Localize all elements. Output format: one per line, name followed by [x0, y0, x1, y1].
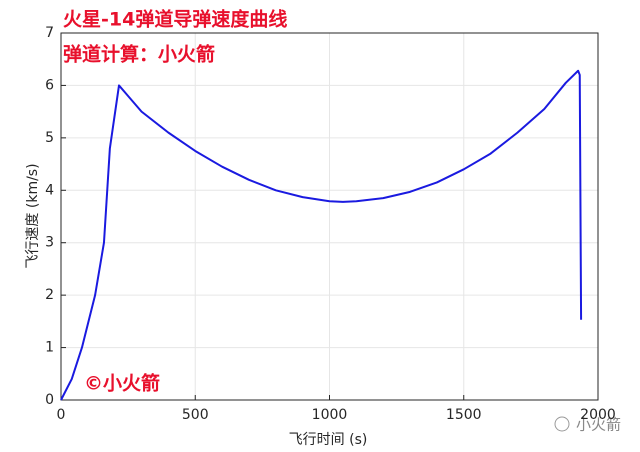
- y-tick-label: 3: [45, 235, 54, 251]
- y-tick-label: 6: [45, 77, 54, 93]
- y-axis-label: 飞行速度 (km/s): [25, 163, 41, 268]
- x-tick-label: 1500: [446, 407, 482, 423]
- x-axis-label: 飞行时间 (s): [289, 432, 368, 448]
- x-tick-label: 2000: [580, 407, 616, 423]
- y-tick-label: 1: [45, 340, 54, 356]
- watermark-icon: [554, 416, 570, 432]
- y-tick-label: 5: [45, 130, 54, 146]
- y-tick-label: 4: [45, 182, 54, 198]
- annotation: 弹道计算：小火箭: [63, 43, 215, 66]
- watermark: 小火箭: [576, 416, 621, 434]
- plot-frame: [60, 32, 599, 401]
- x-tick-label: 500: [182, 407, 209, 423]
- y-tick-label: 0: [45, 392, 54, 408]
- annotation: ©小火箭: [84, 372, 160, 395]
- annotation: 火星-14弹道导弹速度曲线: [63, 8, 287, 31]
- y-tick-label: 7: [45, 25, 54, 41]
- x-tick-label: 0: [57, 407, 66, 423]
- data-line: [60, 69, 583, 401]
- x-tick-label: 1000: [312, 407, 348, 423]
- y-tick-label: 2: [45, 287, 54, 303]
